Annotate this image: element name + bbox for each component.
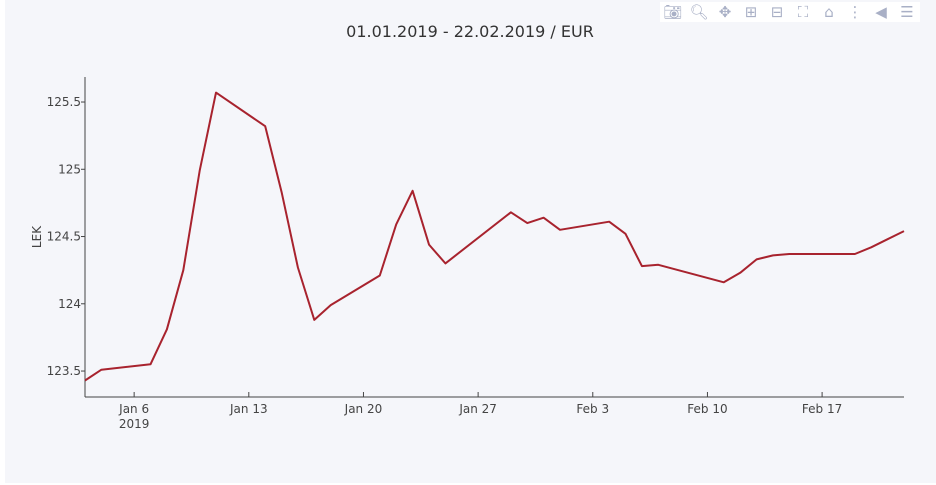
- data-point[interactable]: [409, 187, 417, 195]
- x-tick-label: Feb 3: [576, 402, 609, 416]
- y-tick-label: 124.5: [47, 230, 81, 244]
- x-tick-sublabel: 2019: [119, 417, 150, 431]
- data-point[interactable]: [785, 250, 793, 258]
- x-tick-label: Jan 27: [458, 402, 497, 416]
- data-point[interactable]: [179, 266, 187, 274]
- data-point[interactable]: [540, 214, 548, 222]
- data-point[interactable]: [261, 122, 269, 130]
- x-tick-label: Jan 20: [344, 402, 383, 416]
- data-point[interactable]: [81, 376, 89, 384]
- x-tick-label: Jan 6: [118, 402, 149, 416]
- y-tick-label: 124: [58, 297, 81, 311]
- data-point[interactable]: [327, 301, 335, 309]
- data-point[interactable]: [769, 251, 777, 259]
- data-point[interactable]: [753, 255, 761, 263]
- data-point[interactable]: [834, 250, 842, 258]
- data-point[interactable]: [736, 269, 744, 277]
- hover-closest-icon[interactable]: ◀: [875, 3, 887, 21]
- data-point[interactable]: [212, 89, 220, 97]
- data-point[interactable]: [884, 235, 892, 243]
- data-point[interactable]: [654, 261, 662, 269]
- data-point[interactable]: [294, 263, 302, 271]
- data-point[interactable]: [310, 316, 318, 324]
- y-tick-label: 125.5: [47, 95, 81, 109]
- y-axis-label: LEK: [30, 225, 44, 248]
- data-point[interactable]: [441, 259, 449, 267]
- data-point[interactable]: [523, 219, 531, 227]
- chart-title: 01.01.2019 - 22.02.2019 / EUR: [346, 22, 594, 41]
- data-point[interactable]: [638, 262, 646, 270]
- y-tick-label: 123.5: [47, 364, 81, 378]
- y-tick-label: 125: [58, 162, 81, 176]
- zoom-out-icon[interactable]: ⊟: [770, 3, 784, 21]
- data-point[interactable]: [556, 226, 564, 234]
- x-tick-label: Feb 10: [687, 402, 727, 416]
- data-point[interactable]: [605, 218, 613, 226]
- data-point[interactable]: [376, 272, 384, 280]
- x-tick-label: Feb 17: [802, 402, 842, 416]
- hover-compare-icon[interactable]: ☰: [900, 3, 914, 21]
- data-point[interactable]: [278, 188, 286, 196]
- zoom-in-icon[interactable]: ⊞: [744, 3, 758, 21]
- data-point[interactable]: [196, 167, 204, 175]
- data-point[interactable]: [147, 360, 155, 368]
- data-point[interactable]: [622, 230, 630, 238]
- zoom-icon[interactable]: 🔍︎: [689, 3, 709, 21]
- data-point[interactable]: [507, 208, 515, 216]
- autoscale-icon[interactable]: ⛶: [797, 3, 809, 21]
- data-point[interactable]: [97, 366, 105, 374]
- data-point[interactable]: [163, 325, 171, 333]
- data-point[interactable]: [720, 278, 728, 286]
- chart-background: [5, 0, 936, 483]
- modebar: 📷︎ 🔍︎ ✥ ⊞ ⊟ ⛶ ⌂ ⋮ ◀ ☰: [660, 2, 920, 22]
- x-tick-label: Jan 13: [229, 402, 268, 416]
- data-point[interactable]: [867, 243, 875, 251]
- home-icon[interactable]: ⌂: [824, 3, 834, 21]
- pan-icon[interactable]: ✥: [718, 3, 732, 21]
- data-point[interactable]: [851, 250, 859, 258]
- data-point[interactable]: [900, 227, 908, 235]
- spike-lines-icon[interactable]: ⋮: [847, 3, 863, 21]
- data-point[interactable]: [392, 220, 400, 228]
- camera-icon[interactable]: 📷︎: [663, 3, 683, 21]
- series-line: [84, 91, 905, 382]
- data-point[interactable]: [425, 241, 433, 249]
